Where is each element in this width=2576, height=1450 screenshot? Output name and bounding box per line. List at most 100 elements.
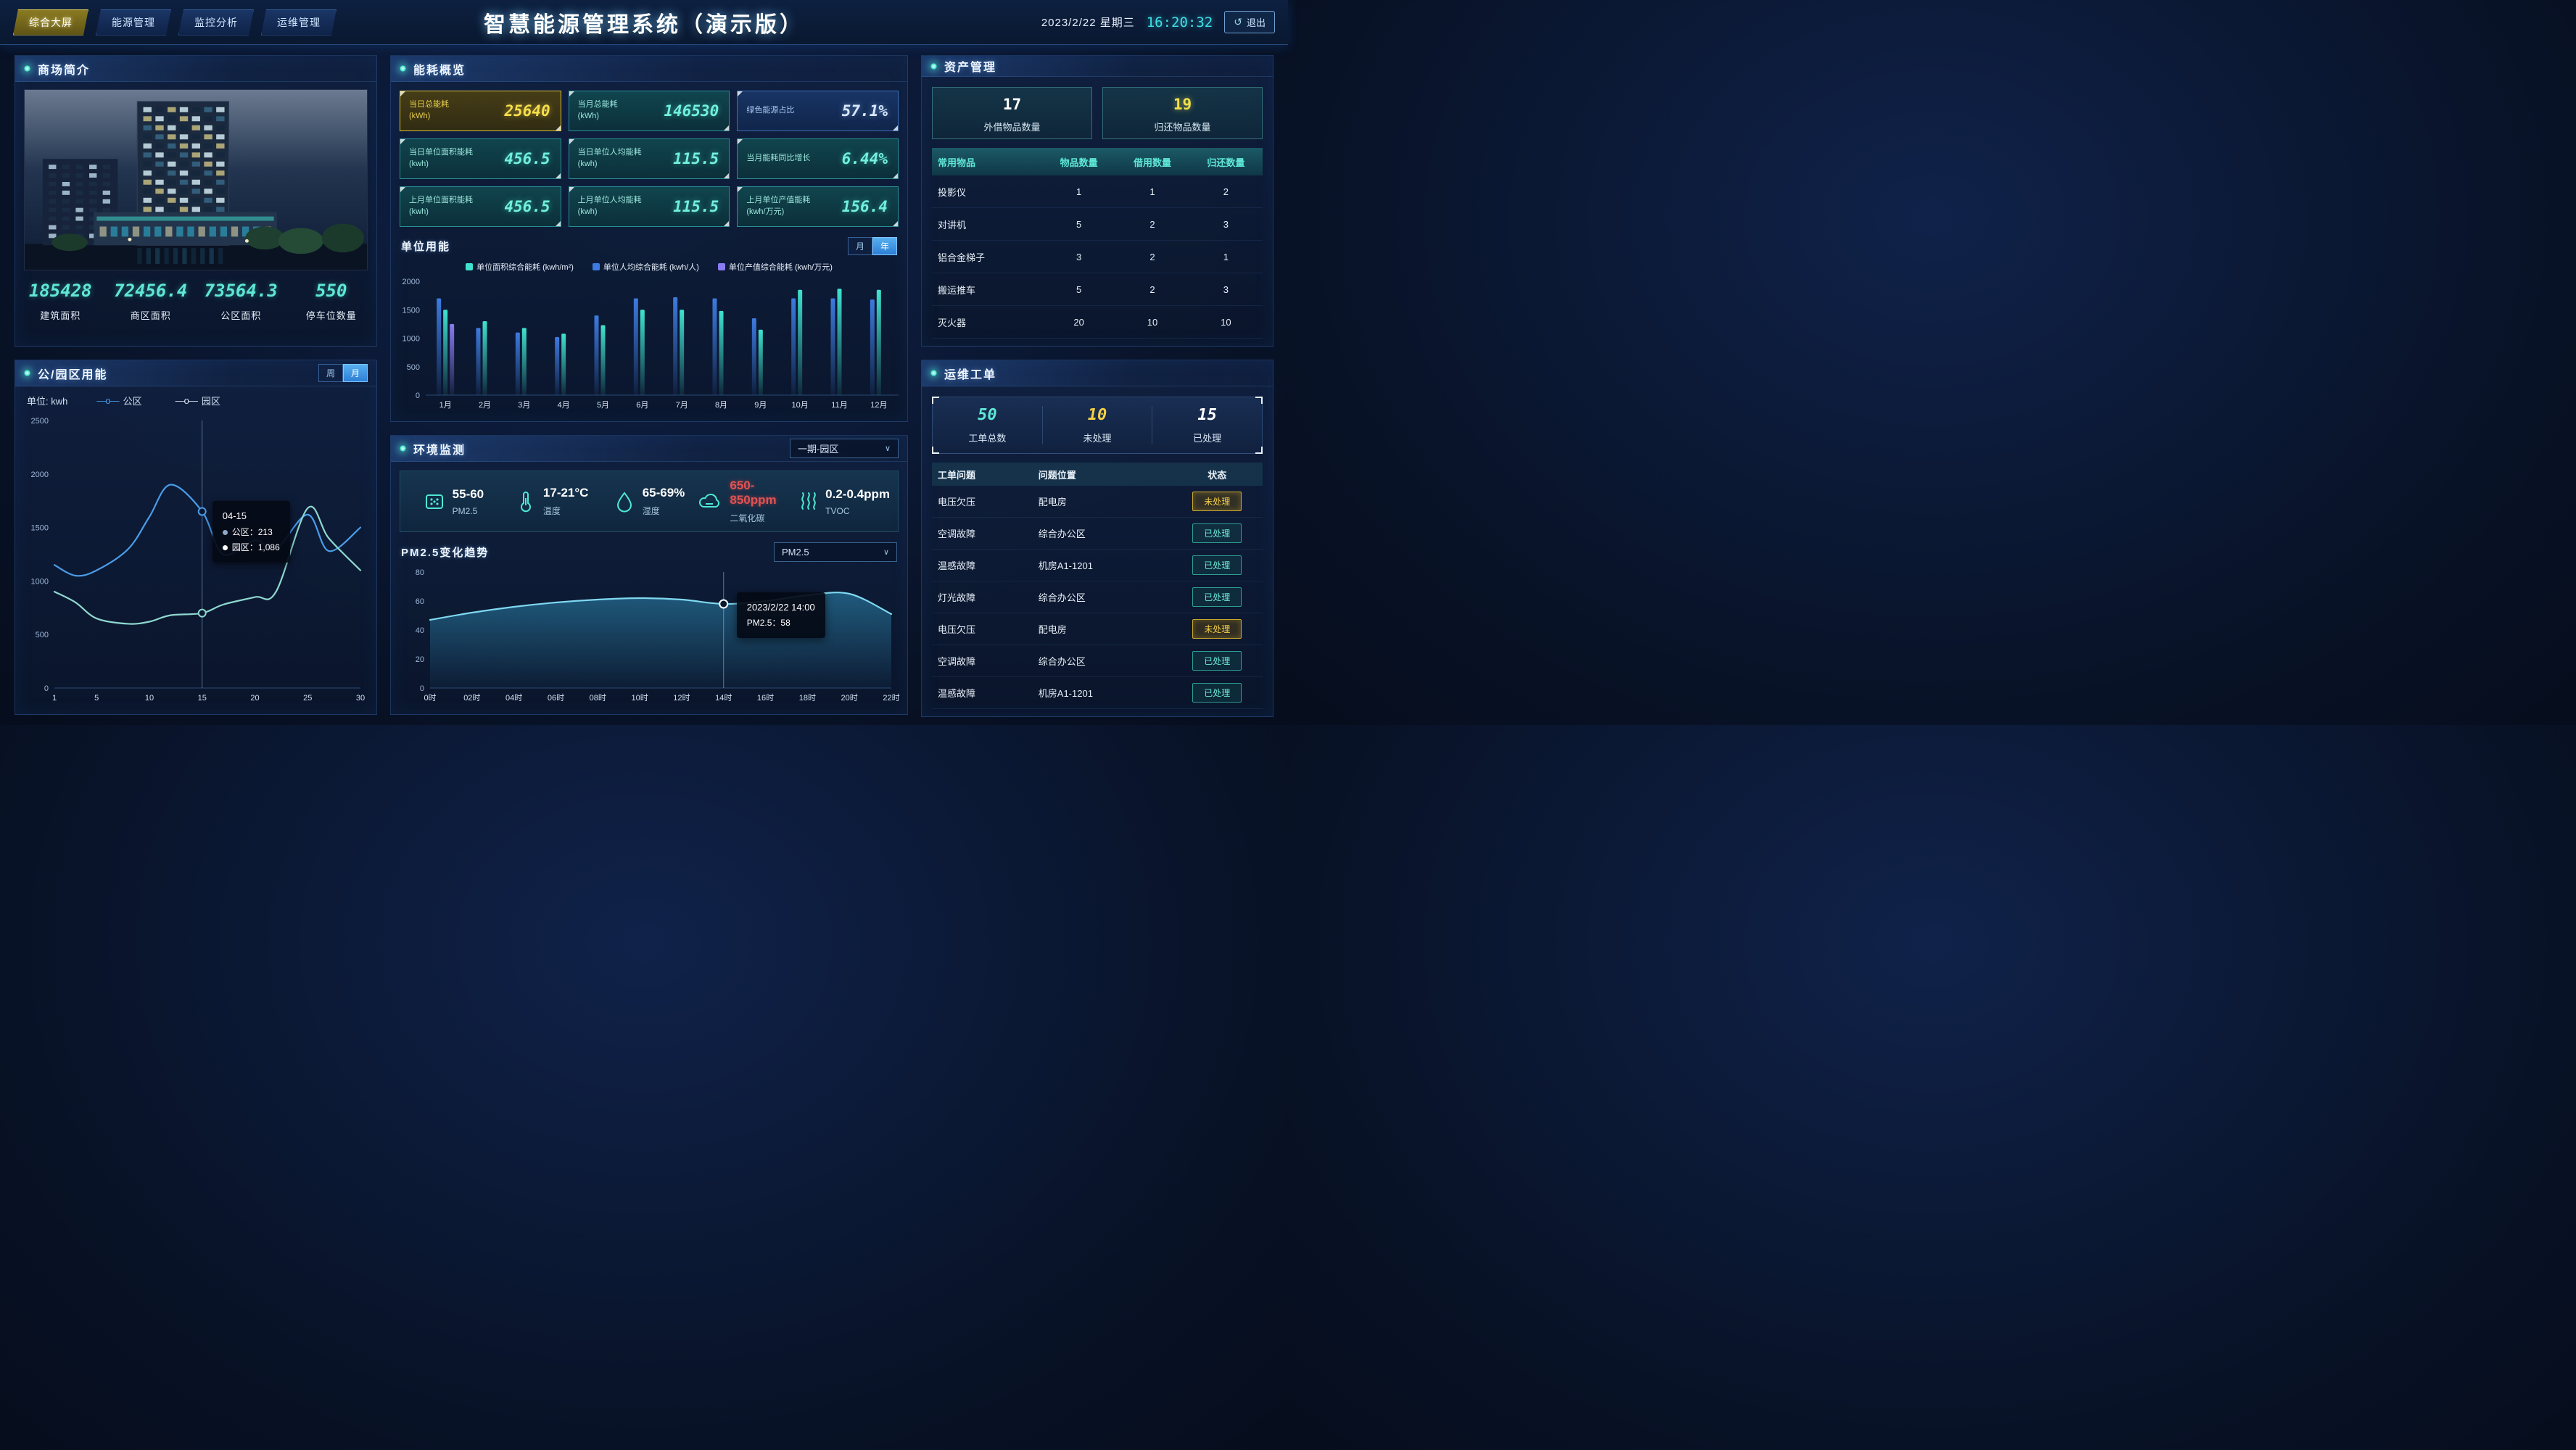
toggle-年[interactable]: 年 xyxy=(872,237,897,255)
status-badge[interactable]: 未处理 xyxy=(1192,619,1242,639)
asset-card-label: 外借物品数量 xyxy=(983,122,1041,133)
column-header: 物品数量 xyxy=(1060,157,1098,168)
toggle-月[interactable]: 月 xyxy=(848,237,872,255)
status-badge[interactable]: 已处理 xyxy=(1192,555,1242,575)
env-metric-label: 二氧化碳 xyxy=(730,513,765,523)
workorder-stats: 50 工单总数 10 未处理 15 已处理 xyxy=(932,397,1263,454)
energy-card: 当日单位人均能耗 (kwh) 115.5 xyxy=(568,138,730,179)
env-metric-label: 湿度 xyxy=(642,506,660,516)
energy-card-value: 456.5 xyxy=(504,150,550,167)
cell-status: 已处理 xyxy=(1171,523,1263,543)
pm25-trend-chart[interactable]: 0 20 40 60 80 0时 02时 04时 06时 08时 10时 12时 14时 16时 18时 20… xyxy=(397,562,901,707)
zone-select[interactable]: 一期-园区 ∨ xyxy=(790,439,899,458)
pollutant-select[interactable]: PM2.5 ∨ xyxy=(774,542,897,562)
logout-button[interactable]: ↺ 退出 xyxy=(1224,11,1275,33)
workorder-header: 运维工单 xyxy=(922,360,1273,386)
nav-tab-4[interactable]: 运维管理 xyxy=(261,9,337,36)
env-metric-label: 温度 xyxy=(542,506,561,516)
cell-count: 2 xyxy=(1149,251,1155,262)
card-label-text: 上月单位面积能耗 xyxy=(409,196,473,205)
svg-text:0: 0 xyxy=(420,684,424,693)
building-photo xyxy=(24,89,368,270)
energy-card-value: 146530 xyxy=(664,102,719,120)
week-month-toggle: 周月 xyxy=(318,364,368,382)
table-row[interactable]: 温感故障 机房A1-1201 已处理 xyxy=(932,677,1263,709)
cell-status: 已处理 xyxy=(1171,587,1263,607)
cell-item-name: 投影仪 xyxy=(938,186,967,198)
energy-card-value: 57.1% xyxy=(841,102,888,120)
card-label-text: 当日单位人均能耗 xyxy=(577,148,642,157)
status-badge[interactable]: 已处理 xyxy=(1192,523,1242,543)
unit-energy-title: 单位用能 xyxy=(401,241,451,253)
svg-text:1000: 1000 xyxy=(402,335,420,344)
env-metric-text: 65-69% 湿度 xyxy=(643,486,685,517)
table-row[interactable]: 电压欠压 配电房 未处理 xyxy=(932,486,1263,518)
legend-item[interactable]: 单位面积综合能耗 (kwh/m²) xyxy=(466,261,574,273)
svg-text:10: 10 xyxy=(145,694,154,703)
env-metric-text: 0.2-0.4ppm TVOC xyxy=(825,487,890,516)
energy-card-label: 当日总能耗 (kWh) xyxy=(409,99,449,123)
table-row[interactable]: 对讲机 5 2 3 xyxy=(932,208,1263,241)
env-metric-value: 55-60 xyxy=(452,486,484,501)
energy-overview-title: 能耗概览 xyxy=(413,64,466,77)
status-badge[interactable]: 已处理 xyxy=(1192,587,1242,607)
toggle-月[interactable]: 月 xyxy=(343,364,368,382)
legend-item[interactable]: —o— 公区 xyxy=(96,394,141,407)
table-row[interactable]: 铝合金梯子 3 2 1 xyxy=(932,241,1263,273)
building-intro-panel: 商场简介 xyxy=(15,55,377,347)
area-energy-header: 公/园区用能 周月 xyxy=(15,360,376,386)
nav-tab-2[interactable]: 能源管理 xyxy=(96,9,171,36)
building-panel-title: 商场简介 xyxy=(38,64,91,77)
card-unit-text: (kWh) xyxy=(577,112,599,120)
cell-count: 1 xyxy=(1076,186,1082,197)
area-energy-chart[interactable]: 0 500 1000 1500 2000 2500 1 5 10 15 20 25 30 04-15 公区：… xyxy=(21,410,371,707)
building-stat-label: 商区面积 xyxy=(130,310,171,321)
svg-text:1500: 1500 xyxy=(31,524,49,533)
table-row[interactable]: 灭火器 20 10 10 xyxy=(932,306,1263,339)
table-row[interactable]: 温感故障 机房A1-1201 已处理 xyxy=(932,550,1263,581)
cell-item-name: 对讲机 xyxy=(938,219,967,231)
energy-card-label: 当月能耗同比增长 xyxy=(746,153,810,165)
cell-status: 未处理 xyxy=(1171,492,1263,511)
svg-text:10时: 10时 xyxy=(631,693,648,703)
toggle-周[interactable]: 周 xyxy=(318,364,343,382)
panel-dot-icon xyxy=(400,65,406,72)
card-label-text: 上月单位产值能耗 xyxy=(746,196,811,205)
energy-cards-grid: 当日总能耗 (kWh) 25640 当月总能耗 (kWh) 146530 绿色能源占比 57.… xyxy=(400,91,899,227)
svg-text:1月: 1月 xyxy=(439,401,452,410)
table-row[interactable]: 搬运推车 5 2 3 xyxy=(932,273,1263,306)
cell-count: 3 xyxy=(1223,283,1229,295)
table-row[interactable]: 电压欠压 配电房 未处理 xyxy=(932,613,1263,645)
svg-text:9月: 9月 xyxy=(754,401,767,410)
environment-title: 环境监测 xyxy=(413,444,466,457)
workorder-table: 工单问题 问题位置 状态 电压欠压 配电房 未处理 空调故障 综合办公区 已处理 温感故障 机房A1… xyxy=(932,463,1263,709)
legend-label: 单位面积综合能耗 (kwh/m²) xyxy=(476,263,574,272)
legend-marker-icon: —o— xyxy=(96,395,119,406)
co2-cloud-icon xyxy=(698,491,722,513)
workorder-stat-value: 10 xyxy=(1087,406,1107,424)
legend-item[interactable]: 单位人均综合能耗 (kwh/人) xyxy=(592,261,699,273)
nav-tab-3[interactable]: 监控分析 xyxy=(178,9,254,36)
building-stats: 185428 建筑面积 72456.4 商区面积 73564.3 公区面积 550 停车位数量 xyxy=(15,281,376,322)
table-row[interactable]: 空调故障 综合办公区 已处理 xyxy=(932,645,1263,677)
column-header: 状态 xyxy=(1208,469,1227,481)
corner-decor xyxy=(932,397,939,404)
table-row[interactable]: 投影仪 1 1 2 xyxy=(932,175,1263,208)
svg-text:4月: 4月 xyxy=(558,401,570,410)
status-badge[interactable]: 已处理 xyxy=(1192,651,1242,671)
status-badge[interactable]: 未处理 xyxy=(1192,492,1242,511)
env-metric-value: 650-850ppm xyxy=(730,478,777,507)
cell-status: 已处理 xyxy=(1171,555,1263,575)
pollutant-select-value: PM2.5 xyxy=(782,547,809,558)
nav-tab-1[interactable]: 综合大屏 xyxy=(13,9,88,36)
svg-text:1: 1 xyxy=(52,694,57,703)
table-row[interactable]: 空调故障 综合办公区 已处理 xyxy=(932,518,1263,550)
legend-item[interactable]: —o— 园区 xyxy=(176,394,220,407)
card-label-text: 当月能耗同比增长 xyxy=(746,154,811,163)
status-badge[interactable]: 已处理 xyxy=(1192,683,1242,703)
table-row[interactable]: 灯光故障 综合办公区 已处理 xyxy=(932,581,1263,613)
legend-item[interactable]: 单位产值综合能耗 (kwh/万元) xyxy=(717,261,833,273)
svg-text:5月: 5月 xyxy=(597,401,609,410)
energy-overview-panel: 能耗概览 当日总能耗 (kWh) 25640 当月总能耗 (kWh) 146530 绿色能源… xyxy=(390,55,908,422)
unit-energy-bar-chart[interactable]: 0 500 1000 1500 2000 1月 2月 3月 4月 5月 6月 7月 8月 9月 10月 11月… xyxy=(395,274,903,414)
